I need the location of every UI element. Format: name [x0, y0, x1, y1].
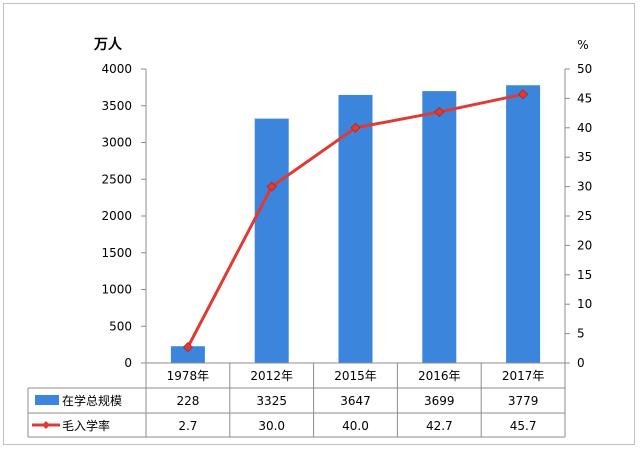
- table-cell: 3325: [256, 394, 287, 408]
- line-point-0: [182, 342, 193, 353]
- legend-key-bar: [35, 395, 59, 405]
- bar-2: [338, 94, 373, 364]
- line-point-2: [350, 122, 361, 133]
- right-tick-label: 10: [577, 297, 592, 311]
- right-tick-label: 15: [577, 268, 592, 282]
- right-tick-label: 0: [577, 356, 585, 370]
- left-tick-label: 500: [109, 319, 132, 333]
- right-axis-unit: %: [577, 38, 588, 52]
- left-tick-label: 4000: [101, 62, 132, 76]
- table-cell: 3699: [424, 394, 455, 408]
- left-tick-label: 2500: [101, 172, 132, 186]
- bar-1: [254, 118, 289, 363]
- bar-3: [422, 91, 457, 363]
- combo-chart: 万人 % 0 500 1000 1500 2000 2500 3000 3500 4000 0 5 10 1…: [27, 36, 592, 438]
- left-tick-label: 3000: [101, 136, 132, 150]
- table-cell: 40.0: [342, 419, 369, 433]
- left-tick-label: 1000: [101, 283, 132, 297]
- bar-0: [170, 346, 205, 363]
- category-label: 2012年: [250, 369, 293, 383]
- line-point-3: [434, 106, 445, 117]
- right-tick-label: 20: [577, 238, 592, 252]
- table-cell: 30.0: [258, 419, 285, 433]
- left-axis-unit: 万人: [93, 36, 123, 53]
- right-tick-label: 25: [577, 209, 592, 223]
- left-tick-label: 0: [124, 356, 132, 370]
- table-cell: 45.7: [510, 419, 537, 433]
- right-tick-label: 35: [577, 150, 592, 164]
- series-name-bar: 在学总规模: [62, 393, 122, 408]
- line-point-4: [518, 89, 529, 100]
- category-label: 2017年: [502, 369, 545, 383]
- right-tick-label: 30: [577, 180, 592, 194]
- right-tick-label: 5: [577, 327, 585, 341]
- table-cell: 3647: [340, 394, 371, 408]
- line-point-1: [266, 181, 277, 192]
- left-tick-label: 3500: [101, 99, 132, 113]
- right-tick-label: 50: [577, 62, 592, 76]
- table-cell: 228: [176, 394, 199, 408]
- category-label: 2016年: [418, 369, 461, 383]
- right-tick-label: 45: [577, 91, 592, 105]
- category-label: 1978年: [167, 369, 210, 383]
- category-label: 2015年: [334, 369, 377, 383]
- right-tick-label: 40: [577, 121, 592, 135]
- table-cell: 2.7: [178, 419, 197, 433]
- left-tick-label: 1500: [101, 246, 132, 260]
- table-cell: 3779: [508, 394, 539, 408]
- table-cell: 42.7: [426, 419, 453, 433]
- bar-4: [506, 85, 541, 363]
- chart-frame: 万人% 0 500 1000 1500 2000 2500 3000 3500 4000 0 5 10 1…: [3, 3, 635, 445]
- left-tick-label: 2000: [101, 209, 132, 223]
- legend-key-marker: [42, 421, 50, 429]
- series-name-line: 毛入学率: [62, 418, 110, 433]
